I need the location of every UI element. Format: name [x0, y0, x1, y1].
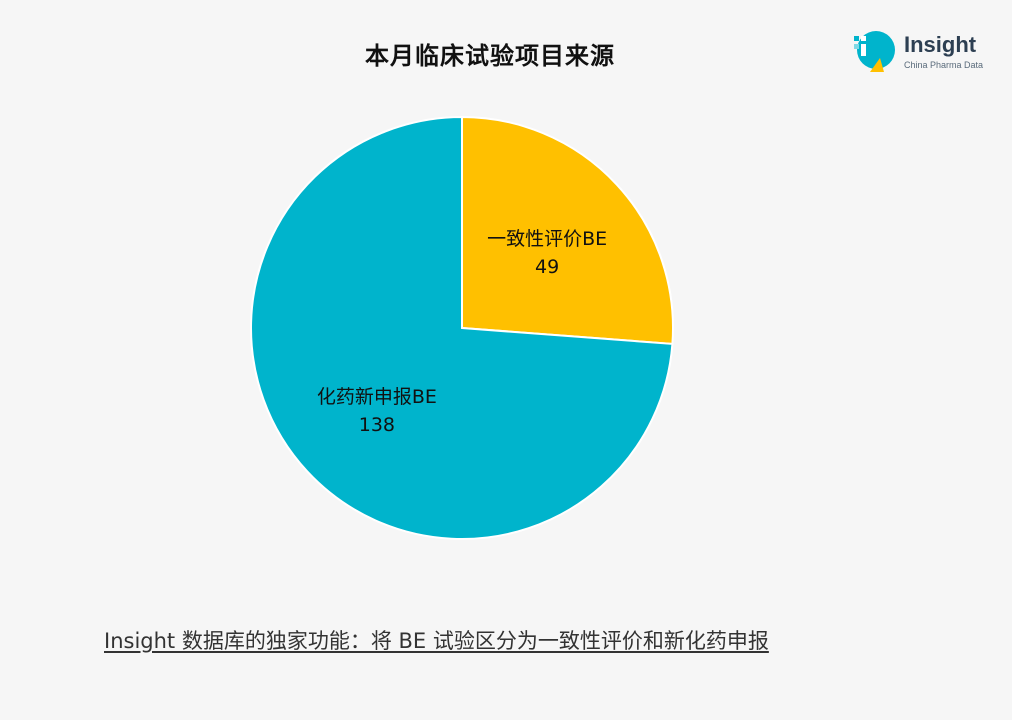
slice-value-1: 49	[535, 256, 559, 278]
slice-label-1: 一致性评价BE	[487, 228, 607, 250]
insight-logo: Insight China Pharma Data	[848, 28, 998, 78]
logo-name: Insight	[904, 32, 977, 57]
pie-slice-1	[461, 115, 674, 346]
chart-title: 本月临床试验项目来源	[365, 42, 615, 70]
insight-logo-mark	[854, 31, 895, 72]
footnote: Insight 数据库的独家功能：将 BE 试验区分为一致性评价和新化药申报	[104, 629, 769, 653]
slice-value-2: 138	[359, 414, 395, 436]
pie-slice-2	[250, 115, 674, 540]
logo-tagline: China Pharma Data	[904, 60, 984, 70]
slice-label-2: 化药新申报BE	[317, 386, 437, 408]
